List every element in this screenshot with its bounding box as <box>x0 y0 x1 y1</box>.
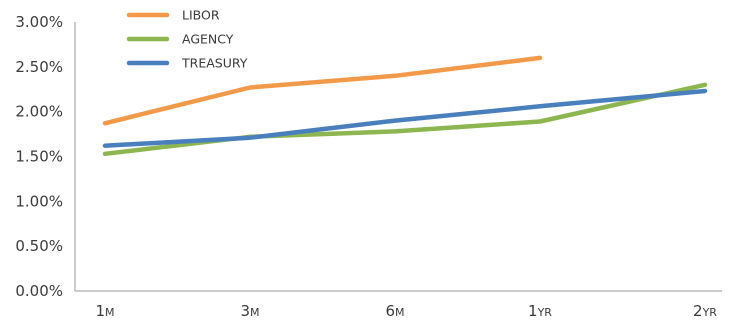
x-tick-unit: M <box>250 306 260 319</box>
y-tick-label: 3.00% <box>15 13 63 31</box>
x-tick-labels: 1M 3M 6M 1YR 2YR <box>95 302 717 320</box>
y-tick-label: 1.50% <box>15 148 63 166</box>
series-line-treasury <box>102 88 708 148</box>
x-tick-label: 1YR <box>528 302 552 320</box>
x-tick-label: 6M <box>385 302 404 320</box>
x-tick-number: 1 <box>528 302 538 320</box>
y-tick-label: 2.50% <box>15 58 63 76</box>
legend-label-libor: LIBOR <box>182 8 220 23</box>
series-lines <box>102 55 708 157</box>
x-tick-number: 6 <box>385 302 395 320</box>
legend-label-treasury: TREASURY <box>181 56 248 71</box>
axes <box>74 22 722 292</box>
legend: LIBOR AGENCY TREASURY <box>126 8 248 71</box>
y-tick-label: 2.00% <box>15 103 63 121</box>
y-tick-label: 0.50% <box>15 237 63 255</box>
x-tick-label: 3M <box>240 302 259 320</box>
x-tick-label: 2YR <box>693 302 717 320</box>
legend-label-agency: AGENCY <box>182 32 234 47</box>
x-tick-unit: M <box>395 306 405 319</box>
y-tick-label: 0.00% <box>15 282 63 300</box>
x-tick-unit: YR <box>537 306 553 319</box>
y-tick-label: 1.00% <box>15 192 63 210</box>
x-tick-number: 3 <box>240 302 250 320</box>
x-tick-number: 1 <box>95 302 105 320</box>
x-tick-label: 1M <box>95 302 114 320</box>
y-tick-labels: 0.00% 0.50% 1.00% 1.50% 2.00% 2.50% 3.00% <box>15 13 63 300</box>
x-tick-number: 2 <box>693 302 703 320</box>
x-tick-unit: M <box>105 306 115 319</box>
series-line-libor <box>102 55 543 126</box>
x-tick-unit: YR <box>702 306 718 319</box>
